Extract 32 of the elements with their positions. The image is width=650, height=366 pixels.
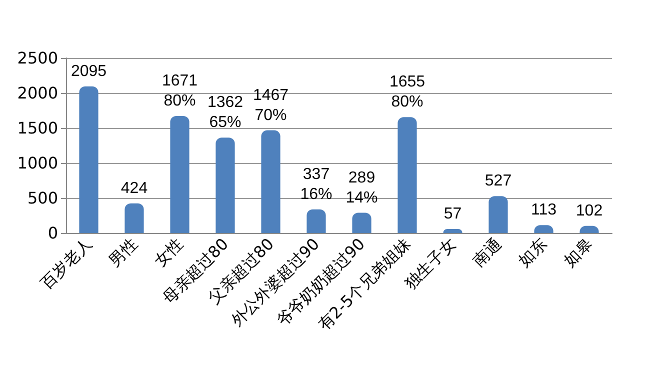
x-tick-label: 男性 [104, 234, 141, 270]
y-tick-label: 1000 [17, 154, 58, 172]
data-label: 424 [120, 180, 148, 197]
y-tick-label: 2500 [17, 48, 58, 68]
x-tick-label: 如皋 [560, 234, 596, 270]
data-label: 1671 80% [162, 72, 198, 110]
y-tick-label: 0 [48, 224, 58, 242]
data-label: 1655 80% [389, 74, 426, 111]
bar [352, 212, 372, 233]
data-label: 2095 [70, 62, 107, 80]
data-label: 113 [530, 202, 557, 219]
x-tick-label: 如东 [514, 234, 550, 270]
bar [124, 203, 144, 233]
data-label: 337 16% [300, 166, 332, 203]
bar [170, 116, 190, 233]
bar [398, 117, 417, 233]
data-label: 289 14% [346, 169, 378, 206]
data-label: 1467 70% [252, 86, 289, 124]
data-label: 1362 65% [207, 94, 244, 132]
bar [488, 196, 508, 233]
y-tick-label: 1500 [17, 118, 58, 138]
bar [216, 138, 235, 233]
bar [261, 130, 280, 233]
data-label: 527 [484, 172, 512, 190]
y-tick-label: 500 [27, 188, 58, 208]
x-tick-label: 女性 [150, 234, 186, 270]
data-label: 102 [576, 202, 603, 220]
y-tick-label: 2000 [17, 84, 58, 102]
data-label: 57 [444, 206, 462, 223]
x-tick-label: 南通 [468, 234, 505, 270]
bar [79, 86, 98, 233]
bar [306, 209, 326, 233]
